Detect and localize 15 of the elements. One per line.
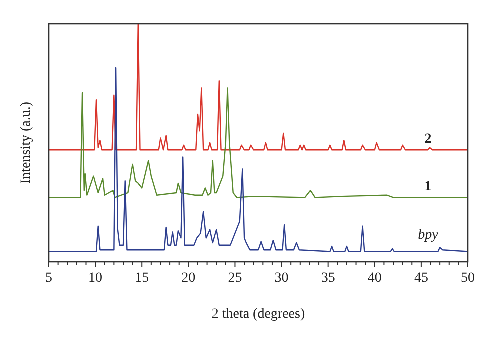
x-tick-label: 35	[321, 271, 336, 286]
x-tick-label: 15	[135, 271, 150, 286]
x-tick-label: 10	[88, 271, 103, 286]
y-axis-title: Intensity (a.u.)	[19, 102, 34, 184]
series-label: bpy	[418, 228, 440, 243]
x-tick-label: 25	[228, 271, 242, 286]
x-tick-label: 5	[46, 271, 52, 286]
x-axis-title: 2 theta (degrees)	[212, 307, 306, 322]
x-tick-label: 45	[414, 271, 428, 286]
x-tick-label: 40	[368, 271, 382, 286]
x-tick-label: 20	[182, 271, 196, 286]
x-tick-label: 50	[461, 271, 475, 286]
x-tick-label: 30	[274, 271, 289, 286]
series-label: 1	[424, 180, 432, 195]
series-label: 2	[424, 132, 432, 148]
